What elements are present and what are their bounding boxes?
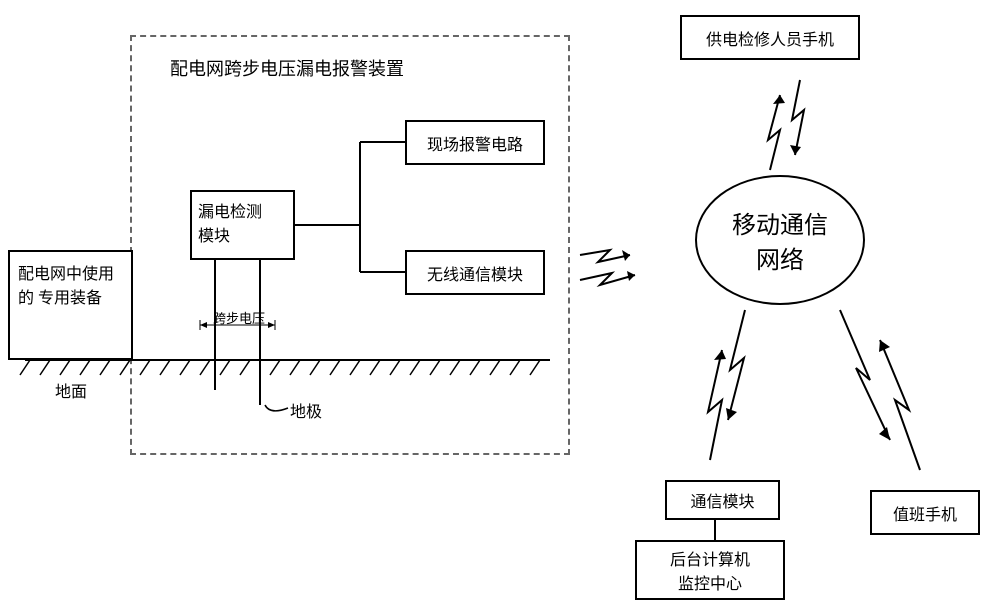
wireless-label: 无线通信模块	[427, 261, 523, 285]
network-ellipse: 移动通信 网络	[695, 175, 865, 305]
alarm-box: 现场报警电路	[405, 120, 545, 165]
phone1-label: 供电检修人员手机	[706, 26, 834, 50]
wireless-box: 无线通信模块	[405, 250, 545, 295]
detection-box: 漏电检测 模块	[190, 190, 295, 260]
network-label: 移动通信 网络	[732, 205, 828, 275]
container-title: 配电网跨步电压漏电报警装置	[170, 55, 404, 81]
alarm-label: 现场报警电路	[427, 131, 523, 155]
equipment-label: 配电网中使用 的 专用装备	[18, 260, 114, 308]
duty-label: 值班手机	[893, 501, 957, 525]
comm-box: 通信模块	[665, 480, 780, 520]
equipment-box: 配电网中使用 的 专用装备	[8, 250, 133, 360]
phone1-box: 供电检修人员手机	[680, 15, 860, 60]
duty-box: 值班手机	[870, 490, 980, 535]
ground-label: 地面	[55, 378, 87, 402]
electrode-label: 地极	[290, 398, 322, 422]
center-box: 后台计算机 监控中心	[635, 540, 785, 600]
detection-label: 漏电检测 模块	[198, 198, 262, 246]
center-label: 后台计算机 监控中心	[670, 546, 750, 594]
comm-label: 通信模块	[690, 488, 754, 512]
step-voltage-label: 跨步电压	[213, 308, 265, 327]
